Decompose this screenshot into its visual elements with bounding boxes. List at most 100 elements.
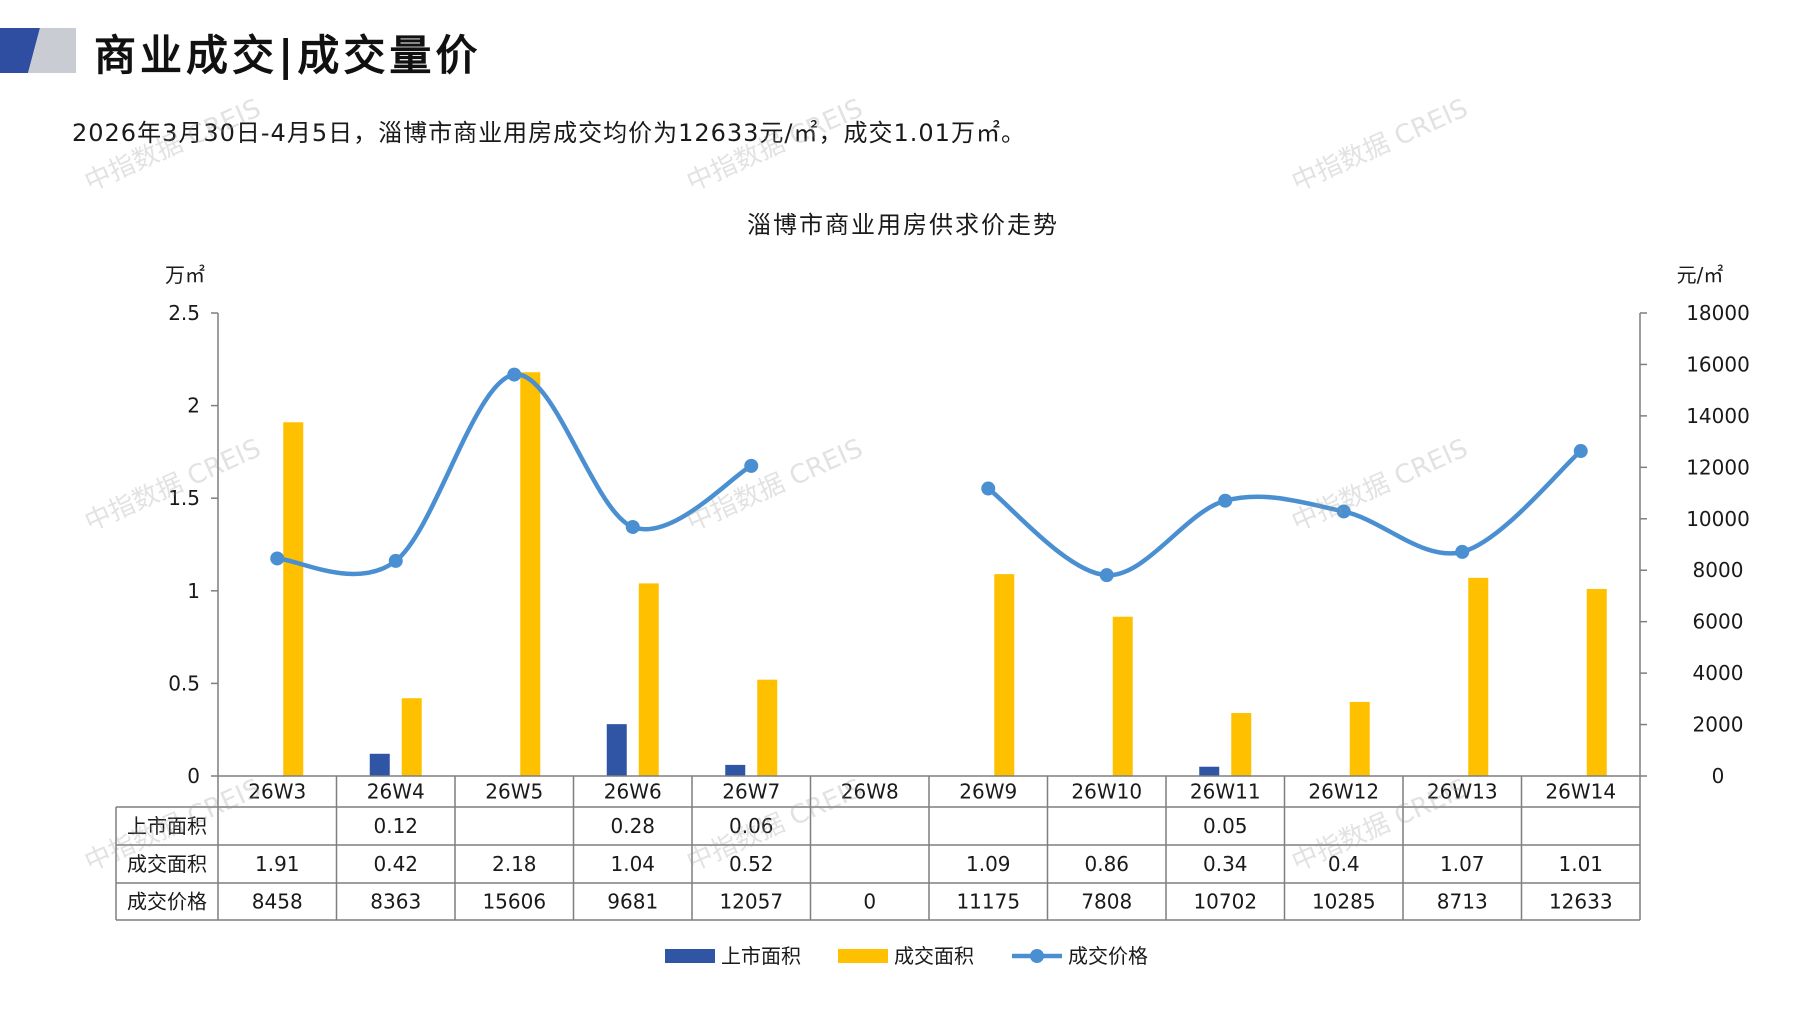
table-cell-value: 0.86 (1084, 852, 1129, 876)
x-category-label: 26W5 (485, 780, 543, 804)
x-category-label: 26W4 (367, 780, 425, 804)
x-category-label: 26W7 (722, 780, 780, 804)
table-cell-value: 0.52 (729, 852, 774, 876)
table-cell-value: 0.06 (729, 814, 774, 838)
table-row-header: 上市面积 (127, 814, 207, 838)
y-axis-left-label: 万㎡ (165, 263, 205, 287)
chart-title: 淄博市商业用房供求价走势 (747, 211, 1059, 239)
price-point (507, 367, 522, 382)
legend-swatch (665, 949, 715, 963)
y-left-tick-label: 0.5 (168, 671, 200, 695)
y-left-tick-label: 2 (187, 394, 200, 418)
table-cell-value: 10285 (1312, 890, 1376, 914)
x-category-label: 26W11 (1190, 780, 1261, 804)
table-cell-value: 11175 (956, 890, 1020, 914)
y-right-tick-label: 8000 (1693, 558, 1744, 582)
bar-deal-area (1349, 701, 1370, 776)
x-category-label: 26W10 (1071, 780, 1142, 804)
table-cell-value: 1.04 (610, 852, 655, 876)
bar-deal-area (283, 422, 304, 776)
y-left-tick-label: 1 (187, 579, 200, 603)
x-category-label: 26W13 (1427, 780, 1498, 804)
table-cell-value: 0.42 (373, 852, 418, 876)
y-right-tick-label: 10000 (1686, 507, 1750, 531)
price-line-segment (277, 372, 753, 577)
table-cell-value: 7808 (1081, 890, 1132, 914)
table-cell-value: 1.09 (966, 852, 1011, 876)
price-point (1336, 504, 1351, 519)
y-right-tick-label: 12000 (1686, 455, 1750, 479)
y-right-tick-label: 16000 (1686, 352, 1750, 376)
bar-deal-area (1468, 577, 1489, 776)
price-point (981, 481, 996, 496)
price-point (270, 551, 285, 566)
table-cell-value: 1.07 (1440, 852, 1485, 876)
legend-marker (1030, 949, 1044, 963)
logo-mark (0, 28, 76, 73)
price-point (388, 553, 403, 568)
table-cell-value: 10702 (1193, 890, 1257, 914)
bar-deal-area (1112, 616, 1133, 776)
bar-supply-area (725, 764, 746, 776)
x-category-label: 26W14 (1545, 780, 1616, 804)
y-left-tick-label: 0 (187, 764, 200, 788)
table-row-header: 成交价格 (127, 890, 207, 914)
bar-deal-area (520, 372, 541, 776)
price-point (744, 458, 759, 473)
price-point (1455, 544, 1470, 559)
table-cell-value: 9681 (607, 890, 658, 914)
table-cell-value: 0.34 (1203, 852, 1248, 876)
bar-supply-area (369, 753, 390, 776)
y-left-tick-label: 1.5 (168, 486, 200, 510)
bar-supply-area (606, 724, 627, 776)
table-cell-value: 12057 (719, 890, 783, 914)
bars (283, 372, 1607, 776)
y-right-tick-label: 14000 (1686, 404, 1750, 428)
price-line (270, 367, 1588, 583)
table-cell-value: 8458 (252, 890, 303, 914)
data-table: 26W3 26W4 26W5 26W6 26W7 26W8 26W9 26W10 26W11 26… (115, 775, 1641, 921)
legend-label: 上市面积 (721, 944, 801, 968)
axes: 0 0.5 1 1.5 2 2.5 0 2000 4000 6000 8000 10000 12000 1… (168, 301, 1750, 788)
table-cell-value: 12633 (1549, 890, 1613, 914)
bar-deal-area (1586, 588, 1607, 776)
price-point (1573, 444, 1588, 459)
table-cell-value: 0.28 (610, 814, 655, 838)
table-cell-value: 0.05 (1203, 814, 1248, 838)
y-axis-right-label: 元/㎡ (1677, 263, 1724, 287)
table-cell-value: 15606 (482, 890, 546, 914)
summary-text: 2026年3月30日-4月5日，淄博市商业用房成交均价为12633元/㎡，成交1… (72, 119, 1026, 147)
bar-deal-area (1231, 713, 1252, 776)
y-right-tick-label: 4000 (1693, 661, 1744, 685)
legend-swatch (838, 949, 888, 963)
bar-deal-area (401, 698, 422, 776)
x-category-label: 26W6 (604, 780, 662, 804)
y-right-tick-label: 18000 (1686, 301, 1750, 325)
price-point (1099, 568, 1114, 583)
page-title: 商业成交|成交量价 (94, 31, 482, 80)
table-cell-value: 2.18 (492, 852, 537, 876)
table-row-header: 成交面积 (127, 852, 207, 876)
legend-label: 成交面积 (894, 944, 974, 968)
legend: 上市面积 成交面积 成交价格 (665, 944, 1148, 968)
x-category-label: 26W9 (959, 780, 1017, 804)
table-cell-value: 0 (863, 890, 876, 914)
x-category-label: 26W8 (841, 780, 899, 804)
price-line-segment (986, 449, 1583, 578)
y-right-tick-label: 6000 (1693, 610, 1744, 634)
x-category-label: 26W3 (248, 780, 306, 804)
table-cell-value: 0.4 (1328, 852, 1360, 876)
price-point (1218, 493, 1233, 508)
x-category-label: 26W12 (1308, 780, 1379, 804)
bar-deal-area (638, 583, 659, 776)
table-cell-value: 0.12 (373, 814, 418, 838)
table-cell-value: 8713 (1437, 890, 1488, 914)
bar-deal-area (994, 574, 1015, 776)
price-point (625, 519, 640, 534)
table-cell-value: 8363 (370, 890, 421, 914)
bar-supply-area (1199, 766, 1220, 776)
table-cell-value: 1.91 (255, 852, 300, 876)
y-right-tick-label: 2000 (1693, 713, 1744, 737)
y-left-tick-label: 2.5 (168, 301, 200, 325)
